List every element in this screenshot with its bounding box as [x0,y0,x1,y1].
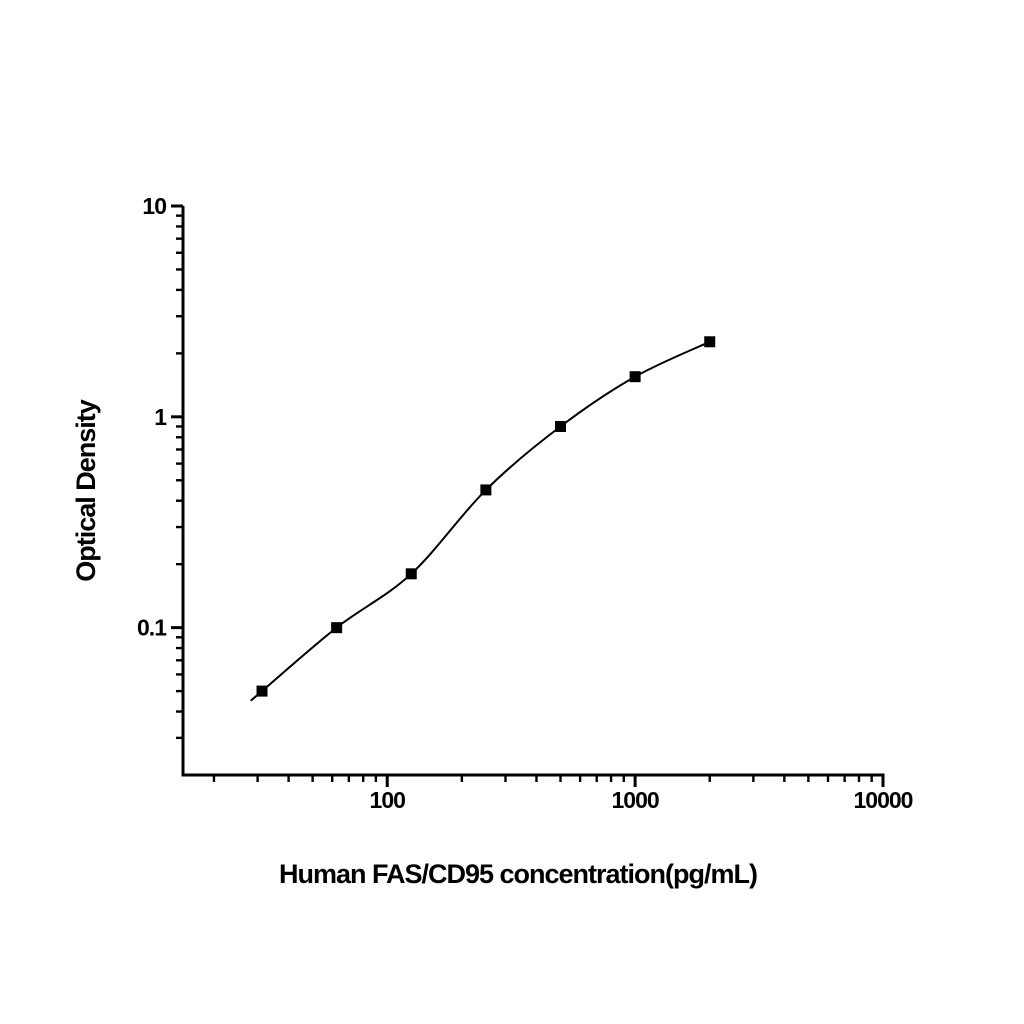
data-point-marker [331,622,343,634]
y-axis-title: Optical Density [71,400,101,582]
x-tick-label: 1000 [612,787,659,813]
data-point-marker [480,484,492,496]
y-tick-label: 0.1 [137,615,167,641]
x-tick-label: 100 [370,787,406,813]
fitted-curve [250,340,711,702]
data-point-marker [629,371,641,383]
y-tick-label: 1 [154,404,167,430]
x-tick-label: 10000 [854,787,913,813]
data-point-marker [256,685,268,697]
data-point-marker [554,420,566,432]
x-axis-title: Human FAS/CD95 concentration(pg/mL) [278,859,758,889]
data-point-marker [405,568,417,580]
data-point-marker [704,336,716,348]
y-tick-label: 10 [142,193,166,219]
